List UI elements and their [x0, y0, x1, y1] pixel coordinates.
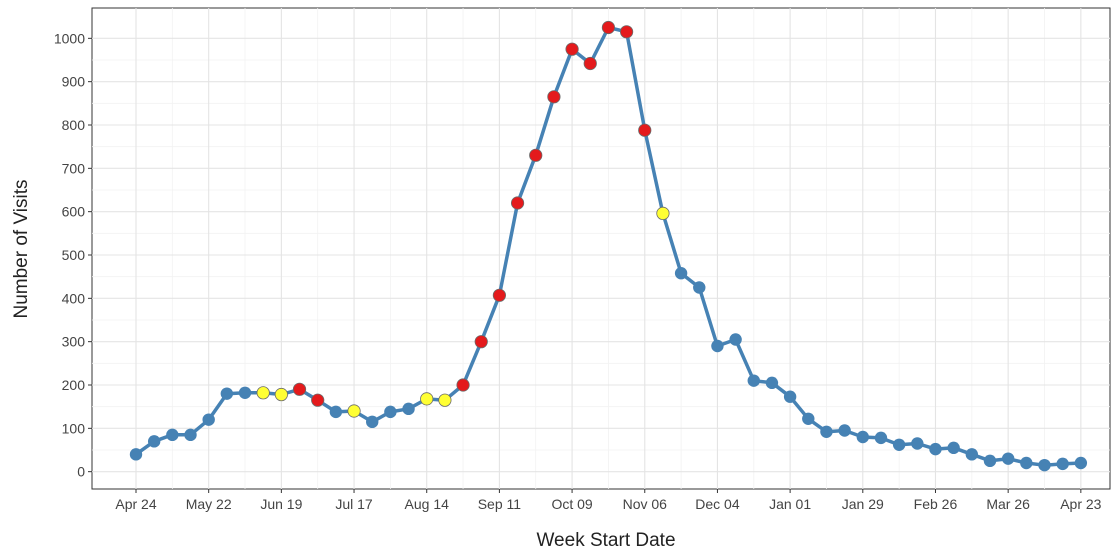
x-axis-title: Week Start Date — [536, 530, 675, 549]
data-point-normal — [202, 413, 215, 426]
data-point-very-high — [292, 382, 307, 396]
data-point-normal — [220, 387, 234, 400]
y-tick-label: 500 — [62, 247, 86, 263]
y-tick-label: 800 — [62, 117, 86, 133]
data-point-normal — [856, 430, 869, 444]
data-point-normal — [802, 412, 815, 425]
data-point-normal — [892, 438, 906, 451]
data-point-very-high — [565, 42, 579, 56]
x-tick-label: Jan 01 — [769, 496, 811, 512]
data-point-normal — [783, 390, 797, 403]
y-axis-ticks: 0 100 200 300 400 500 600 700 800 900 1000 — [54, 30, 92, 480]
data-point-normal — [674, 267, 688, 280]
y-tick-label: 400 — [62, 290, 86, 306]
x-tick-label: Aug 14 — [405, 496, 450, 512]
data-point-normal — [1001, 452, 1015, 465]
data-point-high — [274, 387, 288, 402]
x-tick-label: Jan 29 — [842, 496, 884, 512]
data-point-normal — [166, 428, 179, 442]
y-tick-label: 0 — [77, 464, 85, 480]
x-tick-label: Apr 24 — [115, 496, 156, 512]
data-point-normal — [402, 402, 415, 416]
data-point-normal — [129, 448, 143, 461]
data-point-normal — [729, 333, 742, 346]
data-point-high — [347, 404, 361, 418]
data-point-very-high — [474, 335, 488, 349]
y-tick-label: 1000 — [54, 30, 85, 46]
y-tick-label: 300 — [62, 334, 86, 350]
data-point-normal — [238, 386, 252, 399]
x-tick-label: May 22 — [186, 496, 232, 512]
data-point-normal — [765, 376, 779, 390]
data-point-very-high — [583, 56, 597, 71]
data-point-normal — [147, 435, 161, 448]
data-point-normal — [711, 339, 724, 353]
data-point-normal — [1020, 456, 1033, 470]
data-point-very-high — [547, 90, 561, 104]
data-point-high — [256, 386, 270, 400]
x-tick-label: Feb 26 — [914, 496, 958, 512]
data-point-high — [438, 393, 452, 407]
data-point-very-high — [492, 288, 506, 302]
y-tick-label: 100 — [62, 420, 86, 436]
data-point-normal — [911, 437, 924, 450]
data-point-very-high — [529, 148, 543, 162]
data-point-normal — [329, 405, 343, 419]
y-tick-label: 900 — [62, 74, 86, 90]
x-tick-label: Jul 17 — [335, 496, 373, 512]
data-point-normal — [184, 428, 197, 442]
data-point-normal — [1056, 457, 1069, 471]
data-point-very-high — [311, 393, 325, 407]
data-point-normal — [947, 441, 960, 455]
y-axis-title: Number of Visits — [11, 179, 32, 318]
data-point-very-high — [601, 20, 616, 35]
x-tick-label: Jun 19 — [260, 496, 302, 512]
y-tick-label: 700 — [62, 160, 86, 176]
y-tick-label: 600 — [62, 204, 86, 220]
data-point-normal — [1038, 458, 1051, 472]
x-tick-label: Apr 23 — [1060, 496, 1101, 512]
data-point-normal — [366, 415, 379, 429]
data-point-normal — [693, 281, 706, 294]
x-tick-label: Sep 11 — [478, 496, 522, 512]
data-point-very-high — [638, 123, 652, 137]
data-point-high — [420, 392, 434, 406]
y-tick-label: 200 — [62, 377, 86, 393]
plot-panel — [91, 7, 1111, 490]
data-point-normal — [983, 454, 997, 468]
data-point-normal — [384, 405, 397, 419]
x-axis-ticks: Apr 24 May 22 Jun 19 Jul 17 Aug 14 Sep 11 Oct … — [115, 489, 1102, 512]
data-point-normal — [965, 448, 979, 461]
x-tick-label: Nov 06 — [623, 496, 668, 512]
data-point-normal — [929, 442, 942, 456]
data-point-normal — [1074, 456, 1088, 470]
data-point-normal — [747, 374, 760, 387]
x-tick-label: Dec 04 — [695, 496, 740, 512]
data-point-very-high — [619, 25, 634, 39]
data-point-normal — [838, 424, 851, 437]
data-point-high — [656, 206, 670, 220]
data-point-normal — [820, 425, 833, 438]
data-points — [129, 20, 1088, 472]
x-tick-label: Mar 26 — [986, 496, 1030, 512]
data-point-normal — [874, 431, 888, 445]
data-point-very-high — [456, 378, 470, 392]
data-point-very-high — [510, 196, 525, 210]
x-tick-label: Oct 09 — [551, 496, 592, 512]
